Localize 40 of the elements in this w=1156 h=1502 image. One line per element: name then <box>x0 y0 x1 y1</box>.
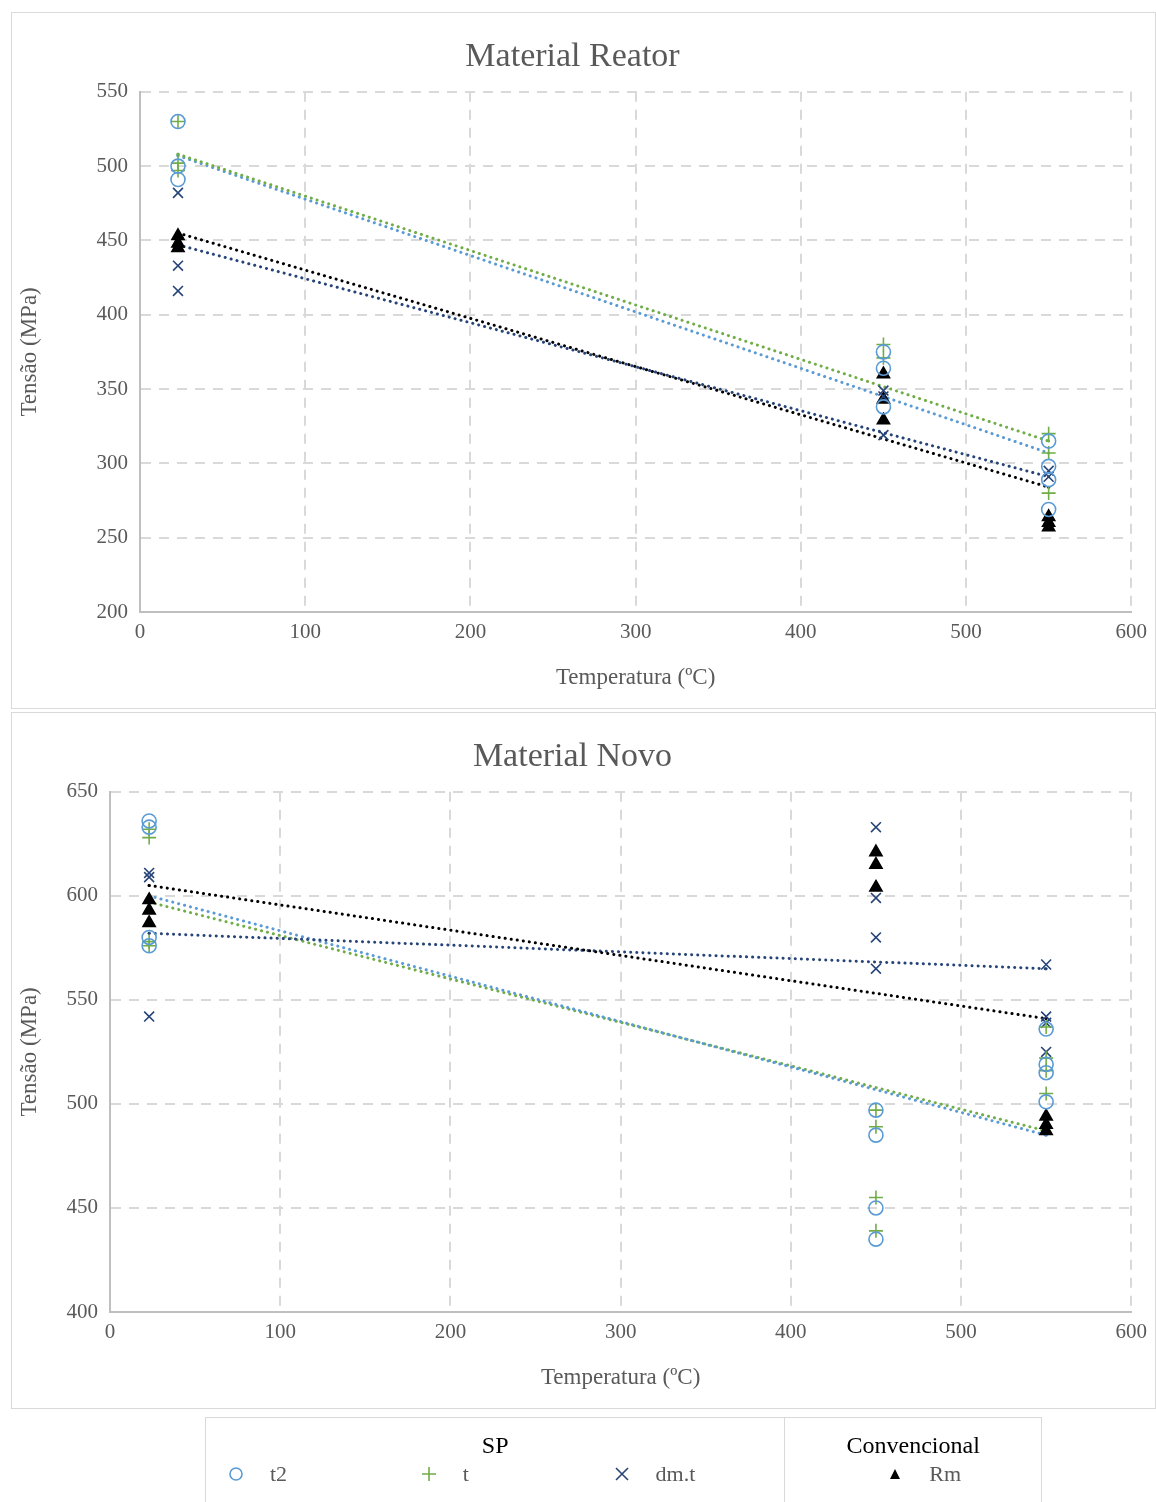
legend-label: dm.t <box>655 1461 696 1487</box>
chart-title: Material Reator <box>465 36 681 74</box>
x-tick-label: 600 <box>1115 1319 1147 1344</box>
x-tick-label: 100 <box>264 1319 296 1344</box>
y-axis-title: Tensão (MPa) <box>15 287 41 417</box>
x-tick-label: 400 <box>785 619 817 644</box>
x-axis-title: Temperatura (ºC) <box>540 1364 701 1390</box>
y-tick-label: 500 <box>96 152 128 177</box>
x-tick-label: 100 <box>289 619 321 644</box>
text: SP <box>480 1432 510 1459</box>
x-tick-label: 300 <box>619 619 652 644</box>
y-tick-label: 400 <box>96 301 128 326</box>
y-tick-label: 600 <box>66 882 98 907</box>
x-tick-label: 500 <box>950 619 982 644</box>
y-tick-label: 250 <box>96 524 128 549</box>
legend-label: t <box>462 1461 469 1487</box>
x-tick-label: 200 <box>454 619 487 644</box>
y-tick-label: 550 <box>66 986 98 1011</box>
legend-label: t2 <box>270 1461 288 1487</box>
y-tick-label: 300 <box>96 449 128 474</box>
y-tick-label: 450 <box>66 1194 98 1219</box>
y-tick-label: 200 <box>96 598 128 623</box>
y-tick-label: 400 <box>66 1298 98 1323</box>
x-axis-title: Temperatura (ºC) <box>555 664 716 690</box>
x-tick-label: 0 <box>134 619 146 644</box>
x-tick-label: 300 <box>604 1319 637 1344</box>
y-tick-label: 550 <box>96 78 128 103</box>
text: Convencional <box>845 1432 981 1459</box>
x-tick-label: 600 <box>1115 619 1147 644</box>
x-tick-label: 500 <box>945 1319 977 1344</box>
y-tick-label: 450 <box>96 226 128 251</box>
legend-label: Rm <box>929 1461 962 1487</box>
y-axis-title: Tensão (MPa) <box>15 987 41 1117</box>
y-tick-label: 650 <box>66 778 98 803</box>
chart-title: Material Novo <box>472 736 673 774</box>
y-tick-label: 500 <box>66 1090 98 1115</box>
x-tick-label: 0 <box>104 1319 116 1344</box>
x-tick-label: 200 <box>434 1319 467 1344</box>
y-tick-label: 350 <box>96 375 128 400</box>
x-tick-label: 400 <box>775 1319 807 1344</box>
